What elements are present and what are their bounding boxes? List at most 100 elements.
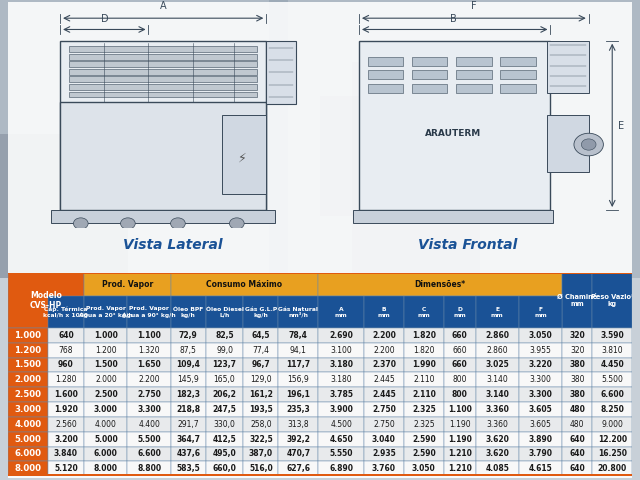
Text: 8.800: 8.800 — [137, 464, 161, 473]
Text: 2.750: 2.750 — [373, 420, 395, 429]
Bar — [476, 417, 519, 432]
Text: 3.300: 3.300 — [529, 375, 552, 384]
Text: 193,5: 193,5 — [249, 405, 273, 414]
Text: 640: 640 — [570, 464, 585, 473]
Bar — [476, 402, 519, 417]
Bar — [444, 297, 476, 328]
Bar — [444, 446, 476, 461]
Bar — [8, 474, 632, 476]
Text: 5.120: 5.120 — [54, 464, 78, 473]
Bar — [562, 402, 593, 417]
Text: 516,0: 516,0 — [249, 464, 273, 473]
Bar — [84, 461, 127, 476]
Text: 2.750: 2.750 — [372, 405, 396, 414]
Bar — [206, 358, 243, 372]
Bar — [69, 92, 257, 97]
Text: 660: 660 — [452, 360, 468, 370]
Bar — [206, 343, 243, 358]
Bar — [47, 372, 84, 387]
Bar — [278, 446, 319, 461]
Bar — [444, 461, 476, 476]
Bar — [593, 372, 632, 387]
Text: 123,7: 123,7 — [212, 360, 237, 370]
Bar — [278, 343, 319, 358]
Text: 800: 800 — [452, 375, 467, 384]
Bar — [84, 402, 127, 417]
Text: 182,3: 182,3 — [176, 390, 200, 399]
Text: E: E — [618, 121, 624, 132]
Text: 235,3: 235,3 — [287, 405, 310, 414]
Text: B: B — [450, 14, 456, 24]
Text: 2.750: 2.750 — [137, 390, 161, 399]
Bar — [319, 402, 364, 417]
Text: Ø Chaminé
mm: Ø Chaminé mm — [557, 294, 597, 307]
Bar — [8, 273, 632, 275]
Text: 2.445: 2.445 — [372, 390, 396, 399]
Bar — [243, 461, 278, 476]
Bar — [269, 0, 640, 278]
Text: 1.990: 1.990 — [412, 360, 436, 370]
Bar — [412, 57, 447, 66]
Bar — [127, 417, 171, 432]
Text: 2.370: 2.370 — [372, 360, 396, 370]
Text: 78,4: 78,4 — [289, 331, 308, 340]
Text: 3.050: 3.050 — [529, 331, 552, 340]
Bar — [404, 328, 444, 343]
Bar — [500, 57, 536, 66]
Bar — [562, 372, 593, 387]
Bar — [519, 343, 562, 358]
Bar — [206, 402, 243, 417]
Bar — [364, 328, 404, 343]
Text: 9.000: 9.000 — [602, 420, 623, 429]
Text: 2.000: 2.000 — [14, 375, 41, 384]
Bar — [8, 432, 47, 446]
Text: 3.000: 3.000 — [94, 405, 118, 414]
Bar — [47, 297, 84, 328]
Bar — [171, 372, 206, 387]
Text: 2.590: 2.590 — [412, 434, 436, 444]
Bar — [51, 210, 275, 224]
Text: 495,0: 495,0 — [212, 449, 236, 458]
Bar — [593, 461, 632, 476]
Bar — [47, 461, 84, 476]
Text: 218,8: 218,8 — [176, 405, 200, 414]
Text: 3.840: 3.840 — [54, 449, 78, 458]
Text: 660: 660 — [452, 331, 468, 340]
Bar — [444, 432, 476, 446]
Text: 3.890: 3.890 — [529, 434, 552, 444]
Text: 1.500: 1.500 — [14, 360, 41, 370]
Bar — [0, 0, 288, 278]
Bar — [47, 432, 84, 446]
Circle shape — [120, 218, 135, 229]
Text: 2.500: 2.500 — [94, 390, 118, 399]
Bar — [171, 273, 319, 297]
Bar — [319, 387, 364, 402]
Bar — [519, 328, 562, 343]
Text: 8.000: 8.000 — [14, 464, 41, 473]
Text: 161,2: 161,2 — [249, 390, 273, 399]
Bar — [476, 432, 519, 446]
Text: 6.600: 6.600 — [137, 449, 161, 458]
Text: E
mm: E mm — [491, 307, 504, 318]
Text: 145,9: 145,9 — [177, 375, 199, 384]
Bar — [353, 210, 554, 224]
Bar — [127, 446, 171, 461]
Bar — [206, 432, 243, 446]
Text: 2.860: 2.860 — [486, 346, 508, 355]
Bar — [319, 372, 364, 387]
Text: 77,4: 77,4 — [252, 346, 269, 355]
Bar — [593, 343, 632, 358]
Text: 6.600: 6.600 — [600, 390, 624, 399]
Text: 3.180: 3.180 — [329, 360, 353, 370]
Bar — [243, 417, 278, 432]
Text: Dimensões*: Dimensões* — [415, 280, 466, 289]
Bar — [84, 358, 127, 372]
Text: 64,5: 64,5 — [252, 331, 270, 340]
Text: 4.085: 4.085 — [485, 464, 509, 473]
Text: 583,5: 583,5 — [177, 464, 200, 473]
Text: 247,5: 247,5 — [212, 405, 237, 414]
Text: Óleo BPF
kg/h: Óleo BPF kg/h — [173, 307, 204, 318]
Bar — [171, 461, 206, 476]
Bar — [84, 446, 127, 461]
Text: 3.050: 3.050 — [412, 464, 436, 473]
